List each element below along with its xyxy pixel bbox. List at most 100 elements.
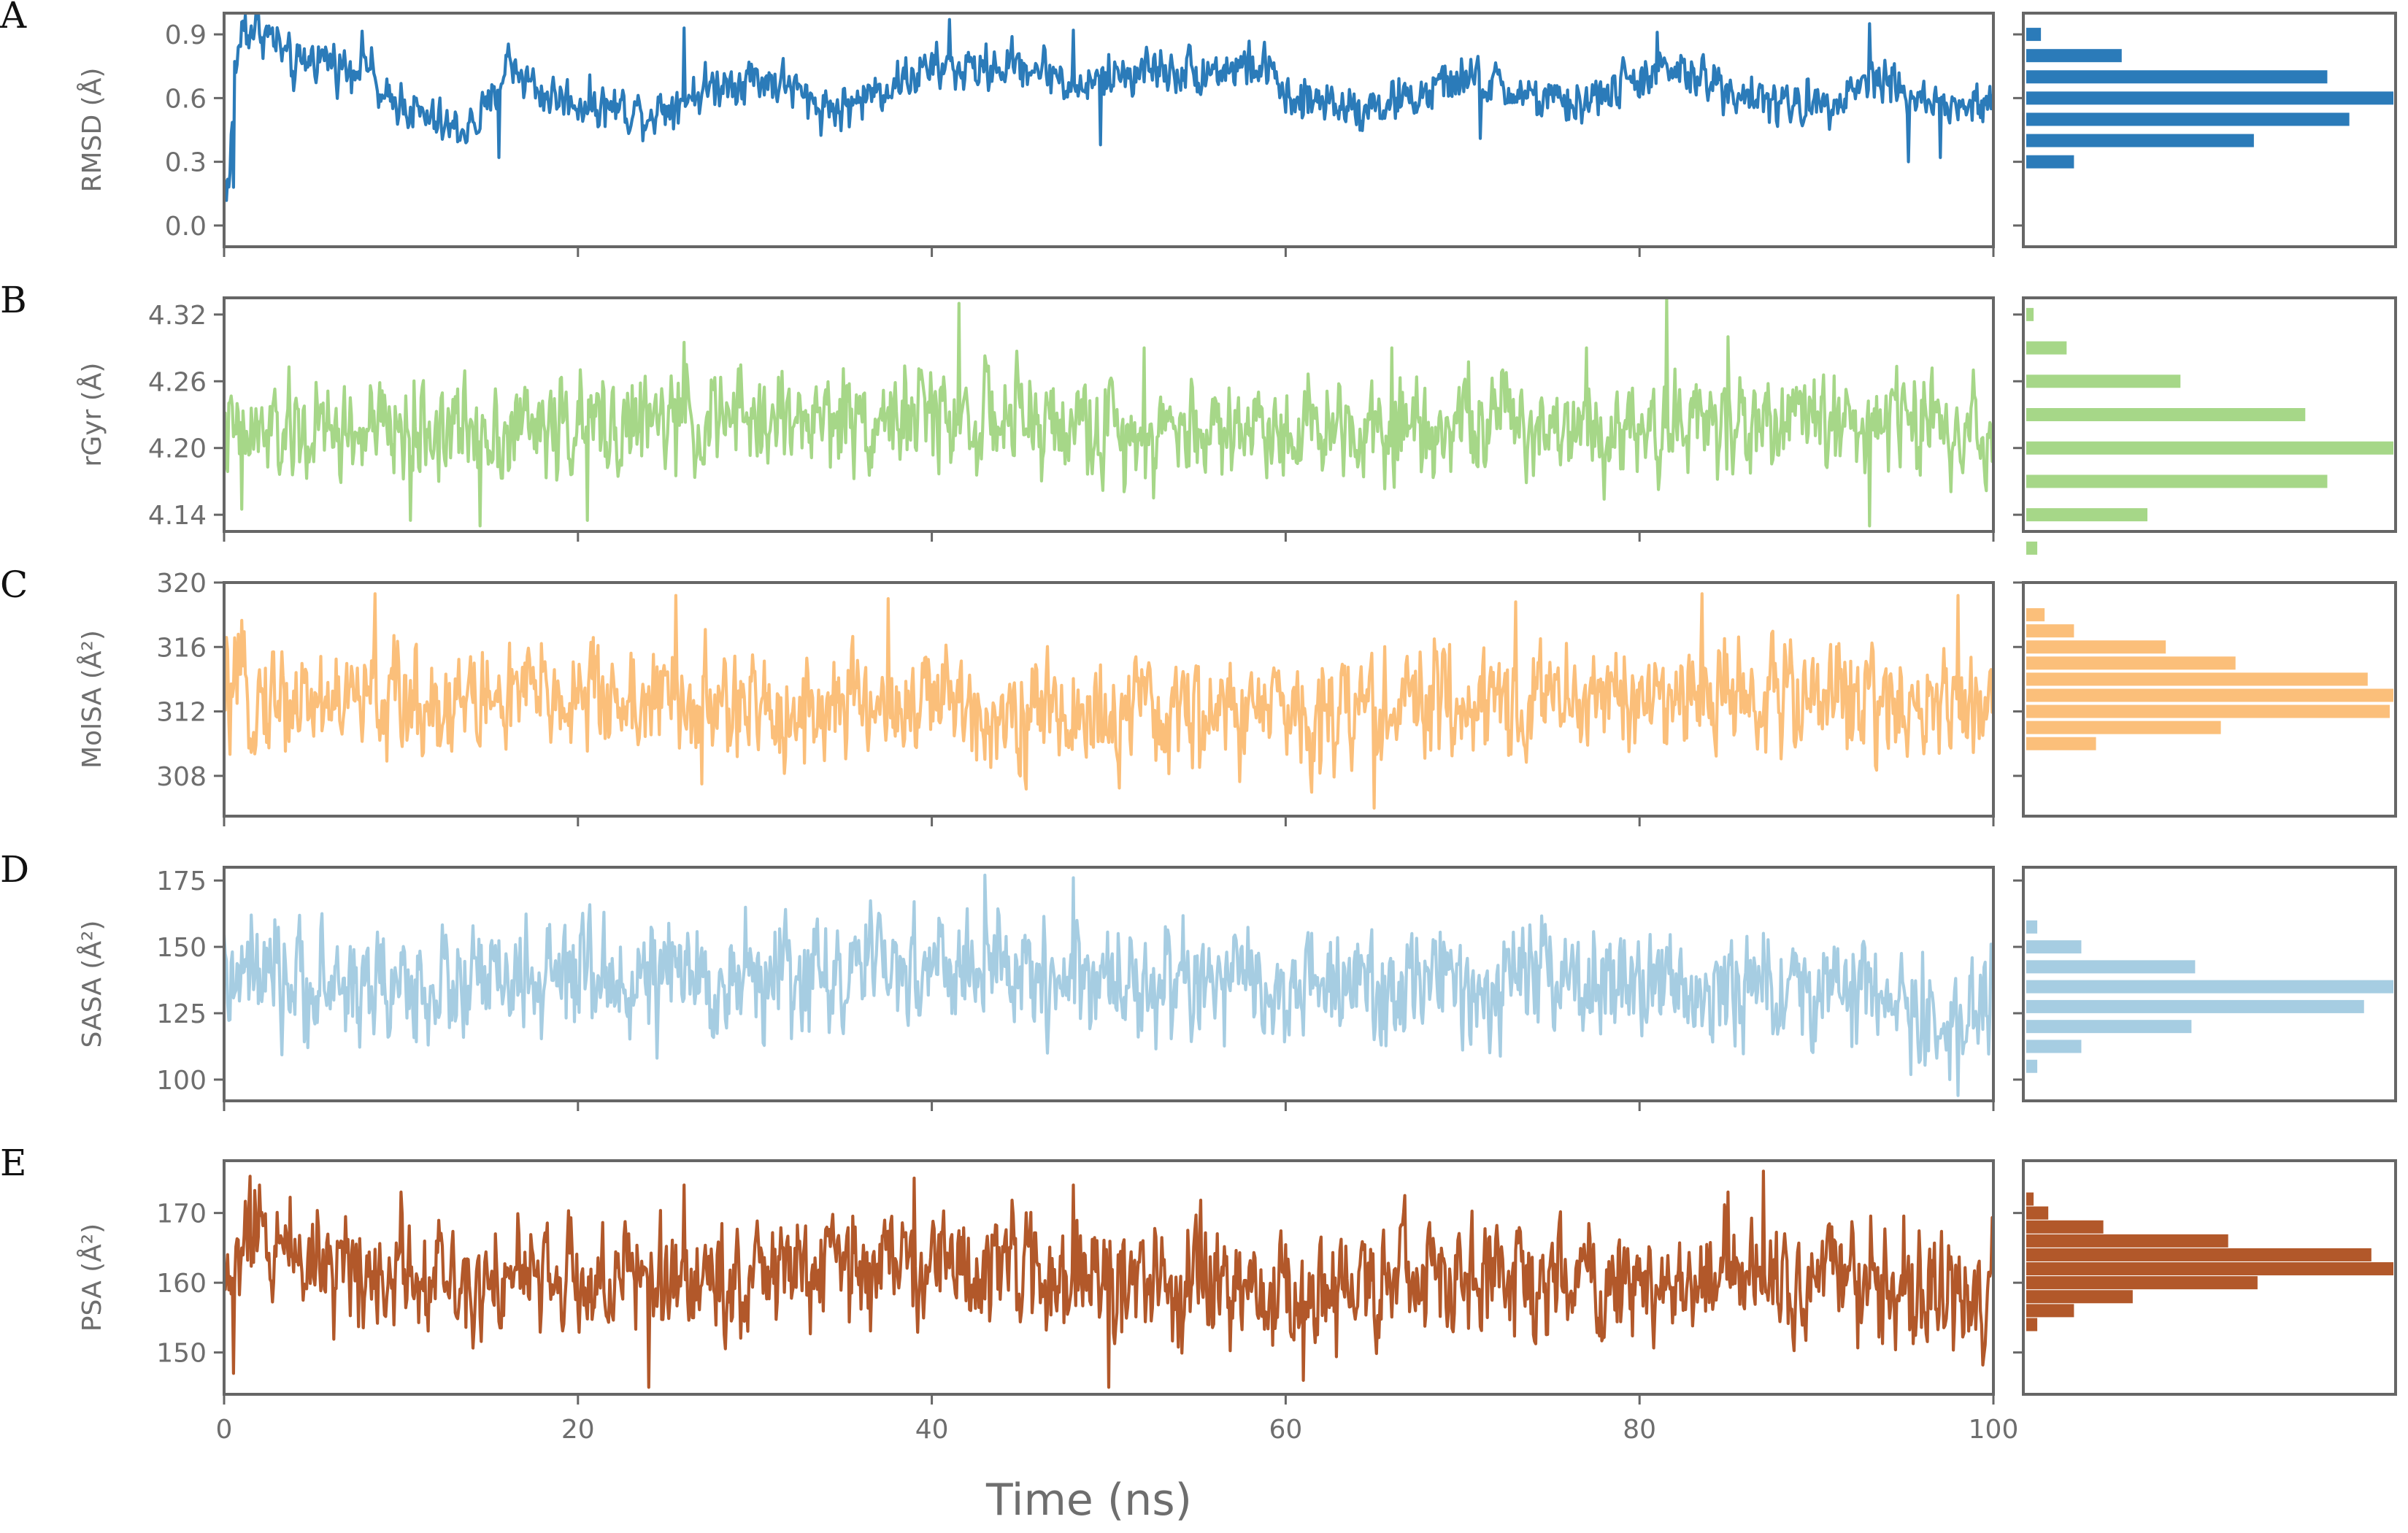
main-plot-frame bbox=[223, 12, 1995, 248]
y-tick-label: 150 bbox=[156, 1339, 207, 1369]
panel-letter-c: C bbox=[0, 564, 28, 606]
panel-c: 308 312 316 320 bbox=[156, 569, 2397, 826]
y-tick-label: 308 bbox=[156, 762, 207, 792]
histogram-bar bbox=[2026, 960, 2196, 974]
main-plot-frame bbox=[223, 866, 1995, 1102]
panel-letter-a: A bbox=[0, 0, 27, 36]
histogram-bar bbox=[2026, 920, 2038, 934]
histogram-bar bbox=[2026, 608, 2045, 622]
series-line-e bbox=[224, 1169, 1993, 1389]
y-tick-label: 125 bbox=[156, 999, 207, 1029]
histogram-bar bbox=[2026, 134, 2254, 147]
y-axis-label-e: PSA (Å²) bbox=[76, 1223, 107, 1332]
histogram-bar bbox=[2026, 28, 2042, 42]
histogram-bar bbox=[2026, 1020, 2192, 1034]
y-tick-label: 4.26 bbox=[148, 367, 207, 397]
y-tick-label: 312 bbox=[156, 698, 207, 728]
histogram-bar bbox=[2026, 1290, 2133, 1304]
histogram-bar bbox=[2026, 672, 2368, 686]
histogram-bar bbox=[2026, 70, 2328, 84]
y-tick-label: 0.0 bbox=[165, 212, 207, 242]
x-tick-label: 100 bbox=[1969, 1415, 2019, 1445]
panel-letter-e: E bbox=[0, 1142, 27, 1184]
histogram-frame bbox=[2022, 1159, 2397, 1396]
histogram-bar bbox=[2026, 341, 2067, 355]
histogram-bar bbox=[2026, 49, 2122, 63]
x-tick-label: 80 bbox=[1623, 1415, 1656, 1445]
x-tick-label: 40 bbox=[915, 1415, 949, 1445]
y-tick-label: 150 bbox=[156, 933, 207, 963]
histogram-bar bbox=[2026, 980, 2393, 994]
histogram-bar bbox=[2026, 1040, 2082, 1053]
histogram-bar bbox=[2026, 940, 2082, 954]
y-tick-label: 170 bbox=[156, 1199, 207, 1229]
histogram-bar bbox=[2026, 737, 2096, 750]
y-tick-label: 0.9 bbox=[165, 20, 207, 50]
histogram-bar bbox=[2026, 155, 2074, 169]
histogram-bar bbox=[2026, 307, 2034, 321]
y-axis-label-b: rGyr (Å) bbox=[76, 363, 107, 467]
histogram-bar bbox=[2026, 1220, 2104, 1234]
y-tick-label: 175 bbox=[156, 867, 207, 896]
panel-b: 4.14 4.20 4.26 4.32 bbox=[148, 296, 2397, 555]
histogram-bar bbox=[2026, 1276, 2258, 1290]
histogram-bar bbox=[2026, 508, 2147, 522]
series-line-c bbox=[224, 592, 1993, 810]
histogram-bar bbox=[2026, 1304, 2074, 1318]
panel-letter-d: D bbox=[0, 848, 29, 891]
histogram-bar bbox=[2026, 441, 2393, 455]
panel-e: 150 160 170 bbox=[156, 1159, 2397, 1405]
figure-plot-layer: 0.0 0.3 0.6 0.9 4.14 4.20 4.26 4.32 308 312 316 320… bbox=[148, 12, 2397, 1405]
y-axis-label-a: RMSD (Å) bbox=[76, 68, 107, 193]
x-tick-label: 20 bbox=[561, 1415, 595, 1445]
y-tick-label: 320 bbox=[156, 569, 207, 599]
histogram-bar bbox=[2026, 374, 2181, 388]
y-axis-label-c: MolSA (Å²) bbox=[76, 630, 107, 769]
histogram-bar bbox=[2026, 721, 2221, 734]
y-tick-label: 4.20 bbox=[148, 434, 207, 464]
histogram-bar bbox=[2026, 1059, 2038, 1073]
panel-d: 100 125 150 175 bbox=[156, 866, 2397, 1111]
histogram-bar bbox=[2026, 1206, 2049, 1220]
x-tick-label: 0 bbox=[216, 1415, 233, 1445]
histogram-frame bbox=[2022, 866, 2397, 1102]
histogram-bar bbox=[2026, 656, 2236, 670]
main-plot-frame bbox=[223, 581, 1995, 818]
y-tick-label: 0.3 bbox=[165, 148, 207, 178]
series-line-b bbox=[224, 298, 1993, 528]
histogram-bar bbox=[2026, 112, 2350, 126]
histogram-bar bbox=[2026, 1234, 2228, 1248]
main-plot-frame bbox=[223, 1159, 1995, 1396]
histogram-bar bbox=[2026, 640, 2166, 654]
histogram-bar bbox=[2026, 541, 2038, 555]
histogram-bar bbox=[2026, 1262, 2393, 1276]
histogram-bar bbox=[2026, 1192, 2034, 1206]
histogram-bar bbox=[2026, 408, 2306, 421]
histogram-frame bbox=[2022, 12, 2397, 248]
histogram-bar bbox=[2026, 688, 2393, 702]
histogram-frame bbox=[2022, 581, 2397, 818]
y-tick-label: 0.6 bbox=[165, 84, 207, 114]
y-tick-label: 316 bbox=[156, 633, 207, 663]
main-plot-frame bbox=[223, 296, 1995, 533]
y-axis-label-d: SASA (Å²) bbox=[76, 921, 107, 1048]
histogram-bar bbox=[2026, 91, 2393, 105]
y-tick-label: 4.14 bbox=[148, 501, 207, 531]
y-tick-label: 160 bbox=[156, 1269, 207, 1299]
y-tick-label: 100 bbox=[156, 1066, 207, 1096]
histogram-bar bbox=[2026, 704, 2390, 718]
panel-a: 0.0 0.3 0.6 0.9 bbox=[165, 12, 2397, 257]
histogram-bar bbox=[2026, 624, 2074, 638]
histogram-frame bbox=[2022, 296, 2397, 533]
histogram-bar bbox=[2026, 1248, 2372, 1261]
panel-letter-b: B bbox=[0, 279, 27, 321]
histogram-bar bbox=[2026, 999, 2364, 1013]
x-axis-label: Time (ns) bbox=[985, 1475, 1192, 1526]
y-tick-label: 4.32 bbox=[148, 301, 207, 331]
series-line-d bbox=[224, 873, 1993, 1097]
histogram-bar bbox=[2026, 474, 2328, 488]
histogram-bar bbox=[2026, 1318, 2038, 1332]
x-tick-label: 60 bbox=[1269, 1415, 1302, 1445]
